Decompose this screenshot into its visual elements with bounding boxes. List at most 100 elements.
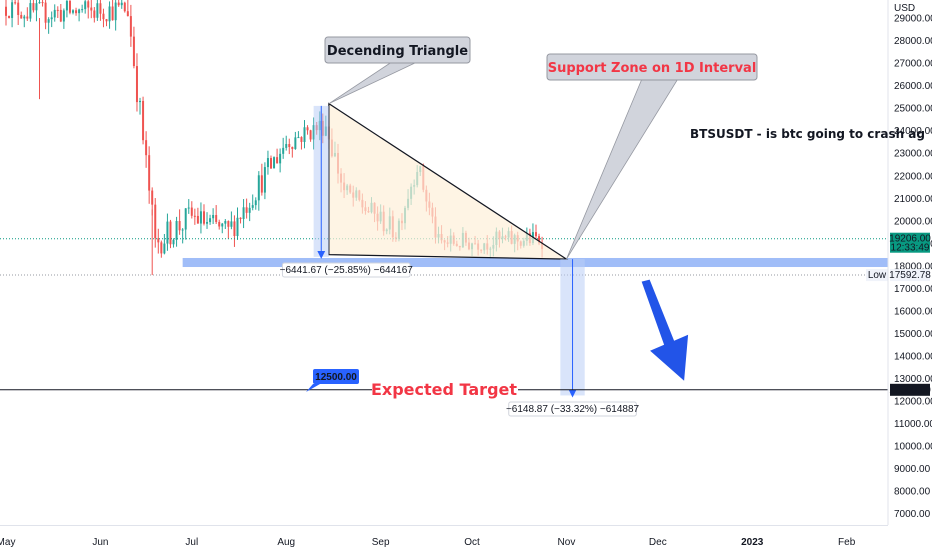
low-value-bg — [890, 269, 930, 282]
y-tick-label: 8000.00 — [894, 487, 931, 498]
candle-body — [218, 221, 221, 227]
current-price-label: 19206.00 — [889, 234, 931, 245]
x-tick-label: Jul — [185, 537, 198, 548]
candle-body — [294, 137, 297, 149]
y-tick-label: 25000.00 — [894, 104, 932, 115]
candle-body — [538, 236, 541, 244]
candle-body — [215, 214, 218, 222]
candle-body — [282, 147, 285, 154]
candle-body — [233, 221, 236, 237]
candle-body — [148, 155, 151, 191]
target-badge-pointer — [306, 384, 320, 392]
candle-body — [239, 217, 242, 220]
measure-2-label-bg — [508, 401, 637, 417]
candle-body — [29, 3, 32, 19]
candle-body — [23, 16, 26, 19]
y-tick-label: 26000.00 — [894, 81, 932, 92]
candle-body — [135, 66, 138, 103]
y-tick-label: 9000.00 — [894, 464, 931, 475]
triangle-callout-box — [324, 36, 471, 64]
candle-body — [291, 147, 294, 149]
candle-body — [154, 204, 157, 239]
support-callout-text: Support Zone on 1D Interval — [548, 61, 757, 76]
candle-body — [227, 221, 230, 227]
y-tick-label: 21000.00 — [894, 194, 932, 205]
price-axis[interactable]: USD 7000.00 8000.00 9000.00 10000.00 11000.00… — [887, 0, 932, 550]
candle-body — [172, 239, 175, 245]
candle-body — [251, 205, 254, 208]
candle-body — [273, 157, 276, 169]
y-tick-label: 10000.00 — [894, 442, 932, 453]
candle-body — [160, 242, 163, 254]
countdown-label: 12:33:49 — [891, 243, 930, 254]
y-tick-label: 27000.00 — [894, 59, 932, 70]
candle-body — [187, 207, 190, 209]
time-axis[interactable]: May Jun Jul Aug Sep Oct Nov Dec 2023 Feb — [0, 525, 888, 549]
target-badge-label: 12500.00 — [315, 372, 357, 383]
candle-body — [184, 208, 187, 230]
target-text: Expected Target — [371, 380, 517, 399]
candle-body — [93, 10, 96, 18]
candle-body — [175, 221, 178, 240]
candle-body — [257, 175, 260, 201]
candle-body — [75, 10, 78, 14]
x-tick-label: Feb — [838, 537, 856, 548]
candle-body — [288, 144, 291, 148]
candle-body — [236, 217, 239, 237]
measure-1-label: −6441.67 (−25.85%) −644167 — [280, 265, 414, 276]
low-value-label: 17592.78 — [889, 270, 931, 281]
candle-body — [99, 3, 102, 14]
support-callout-box — [546, 53, 758, 81]
y-tick-label: 15000.00 — [894, 329, 932, 340]
candle-body — [72, 10, 75, 13]
y-tick-label: 29000.00 — [894, 14, 932, 25]
candle-body — [26, 16, 29, 19]
candle-body — [178, 221, 181, 231]
x-tick-label: Oct — [464, 537, 480, 548]
y-tick-label: 22000.00 — [894, 171, 932, 182]
candle-body — [20, 15, 23, 19]
low-tag-bg — [866, 269, 888, 282]
candle-body — [56, 9, 59, 11]
x-tick-label: 2023 — [741, 537, 764, 548]
candle-body — [193, 215, 196, 217]
candle-body — [212, 214, 215, 219]
drawing-overlays: −6441.67 (−25.85%) −644167 −6148.87 (−33.… — [0, 36, 888, 417]
candle-body — [199, 211, 202, 224]
candle-body — [285, 144, 288, 148]
candle-body — [266, 158, 269, 168]
candle-body — [78, 9, 81, 14]
candle-body — [8, 15, 11, 18]
support-zone-rect — [182, 257, 888, 268]
candle-body — [145, 140, 148, 156]
candle-body — [202, 211, 205, 224]
candle-body — [196, 215, 199, 224]
candle-body — [81, 9, 84, 11]
y-tick-label: 11000.00 — [894, 419, 932, 430]
candle-body — [230, 221, 233, 227]
candle-body — [151, 190, 154, 205]
candle-body — [96, 3, 99, 18]
y-tick-label: 20000.00 — [894, 216, 932, 227]
y-tick-label: 14000.00 — [894, 352, 932, 363]
y-tick-label: 28000.00 — [894, 36, 932, 47]
candle-body — [206, 222, 209, 224]
candle-body — [35, 3, 38, 11]
candle-body — [181, 229, 184, 231]
x-tick-label: Jun — [92, 537, 108, 548]
candle-body — [254, 200, 257, 206]
candle-body — [245, 207, 248, 213]
target-badge — [313, 369, 359, 384]
candle-body — [169, 221, 172, 245]
y-tick-label: 23000.00 — [894, 149, 932, 160]
x-tick-label: Sep — [372, 537, 390, 548]
candle-body — [242, 207, 245, 220]
candle-body — [17, 2, 20, 16]
measure-2-label: −6148.87 (−33.32%) −614887 — [506, 404, 640, 415]
candle-body — [41, 2, 44, 4]
measure-1-label-bg — [281, 262, 411, 278]
candle-body — [38, 2, 41, 4]
candle-body — [105, 19, 108, 22]
candle-body — [114, 2, 117, 21]
